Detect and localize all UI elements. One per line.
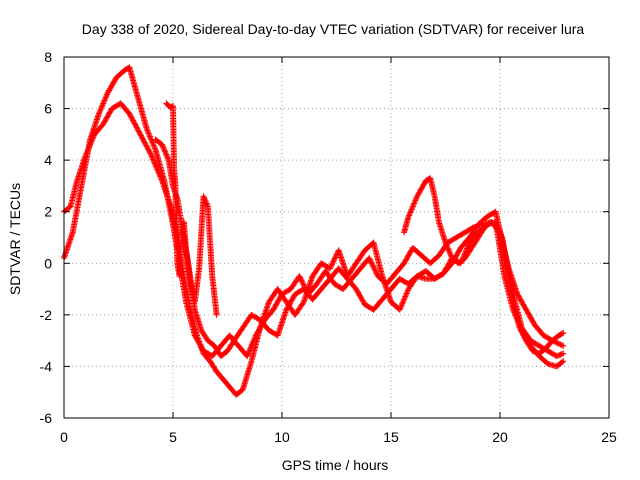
data-point bbox=[559, 359, 566, 366]
data-point bbox=[163, 152, 170, 159]
y-tick-label: -6 bbox=[40, 410, 53, 426]
data-point bbox=[366, 256, 373, 263]
data-point bbox=[368, 260, 375, 267]
plot-frame bbox=[63, 56, 610, 419]
data-point bbox=[148, 151, 155, 158]
data-point bbox=[148, 153, 155, 160]
data-point bbox=[369, 262, 376, 269]
x-tick-label: 10 bbox=[274, 429, 290, 445]
data-point bbox=[558, 342, 565, 349]
data-point bbox=[556, 340, 563, 347]
y-tick-label: 8 bbox=[44, 49, 52, 65]
data-point bbox=[326, 265, 333, 272]
data-point bbox=[159, 141, 166, 148]
data-point bbox=[373, 270, 380, 277]
y-tick-label: 6 bbox=[44, 101, 52, 117]
data-point bbox=[331, 255, 338, 262]
data-point bbox=[150, 156, 157, 163]
data-point bbox=[327, 264, 334, 271]
y-tick-label: 0 bbox=[44, 255, 52, 271]
data-point bbox=[162, 150, 169, 157]
data-point bbox=[469, 224, 476, 231]
data-point bbox=[213, 311, 220, 318]
data-points bbox=[61, 64, 567, 398]
data-point bbox=[370, 264, 377, 271]
data-point bbox=[299, 300, 306, 307]
data-point bbox=[164, 154, 171, 161]
data-point bbox=[297, 274, 304, 281]
y-tick-label: 2 bbox=[44, 204, 52, 220]
y-tick-label: -4 bbox=[40, 358, 53, 374]
data-point bbox=[371, 266, 378, 273]
x-tick-label: 20 bbox=[492, 429, 508, 445]
data-point bbox=[329, 259, 336, 266]
data-point bbox=[372, 269, 379, 276]
data-point bbox=[163, 151, 170, 158]
data-point bbox=[160, 145, 167, 152]
data-point bbox=[554, 340, 561, 347]
data-point bbox=[328, 262, 335, 269]
data-point bbox=[296, 273, 303, 280]
data-point bbox=[366, 255, 373, 262]
data-point bbox=[160, 144, 167, 151]
x-tick-label: 0 bbox=[60, 429, 68, 445]
data-point bbox=[165, 155, 172, 162]
data-point bbox=[161, 147, 168, 154]
data-point bbox=[330, 257, 337, 264]
data-point bbox=[372, 267, 379, 274]
data-point bbox=[332, 254, 339, 261]
data-point bbox=[560, 342, 567, 349]
data-point bbox=[297, 275, 304, 282]
y-axis-label: SDTVAR / TECUs bbox=[7, 183, 23, 295]
chart-title: Day 338 of 2020, Sidereal Day-to-day VTE… bbox=[82, 21, 585, 37]
data-point bbox=[368, 259, 375, 266]
data-point bbox=[298, 277, 305, 284]
grid-lines bbox=[64, 57, 609, 418]
x-tick-label: 25 bbox=[601, 429, 617, 445]
data-point bbox=[328, 261, 335, 268]
data-point bbox=[162, 148, 169, 155]
x-axis-label: GPS time / hours bbox=[282, 457, 389, 473]
data-point bbox=[553, 339, 560, 346]
data-point bbox=[159, 143, 166, 150]
x-tick-label: 15 bbox=[383, 429, 399, 445]
data-point bbox=[147, 150, 154, 157]
data-point bbox=[149, 154, 156, 161]
data-point bbox=[370, 263, 377, 270]
data-point bbox=[560, 358, 567, 365]
data-point bbox=[557, 341, 564, 348]
data-point bbox=[330, 258, 337, 265]
y-tick-label: -2 bbox=[40, 307, 53, 323]
data-point bbox=[367, 257, 374, 264]
data-point bbox=[560, 350, 567, 357]
data-point bbox=[299, 278, 306, 285]
x-tick-label: 5 bbox=[169, 429, 177, 445]
axis-ticks bbox=[63, 56, 610, 419]
y-tick-label: 4 bbox=[44, 152, 52, 168]
data-point bbox=[150, 157, 157, 164]
y-tick-labels: -6 -4 -2 0 2 4 6 8 bbox=[40, 49, 53, 426]
data-point bbox=[299, 280, 306, 287]
x-tick-labels: 0 5 10 15 20 25 bbox=[60, 429, 617, 445]
